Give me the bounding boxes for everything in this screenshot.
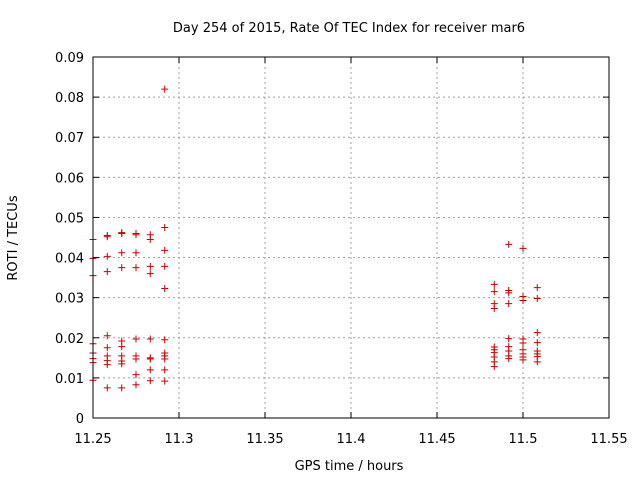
data-point [118,343,126,351]
data-point [132,371,140,379]
y-tick-label: 0.06 [55,171,84,186]
data-point [519,296,527,304]
data-point [103,332,111,340]
data-point [161,355,169,363]
data-point [490,304,498,312]
x-tick-label: 11.35 [246,432,283,447]
data-point [519,244,527,252]
data-point [146,377,154,385]
data-point [103,384,111,392]
data-point [161,262,169,270]
data-point [118,360,126,368]
data-point [146,335,154,343]
y-tick-label: 0.05 [55,211,84,226]
data-point [533,358,541,366]
data-point [519,339,527,347]
data-point [533,329,541,337]
x-tick-label: 11.5 [509,432,538,447]
y-tick-label: 0 [76,412,84,427]
data-point [490,280,498,288]
data-point [146,262,154,270]
y-tick-label: 0.03 [55,292,84,307]
data-point [161,223,169,231]
data-point [103,233,111,241]
y-tick-labels: 0 0.01 0.02 0.03 0.04 0.05 0.06 0.07 0.08 0.09 [55,51,84,427]
data-point [132,249,140,257]
x-tick-label: 11.55 [590,432,627,447]
data-point [161,377,169,385]
data-point [103,268,111,276]
chart-title: Day 254 of 2015, Rate Of TEC Index for r… [173,21,525,36]
x-tick-label: 11.3 [165,432,194,447]
x-tick-label: 11.45 [418,432,455,447]
data-point [533,284,541,292]
data-point [118,249,126,257]
data-point [161,336,169,344]
data-point [533,294,541,302]
data-point [519,356,527,364]
data-points [89,85,541,392]
data-point [103,344,111,352]
x-axis-label: GPS time / hours [295,459,404,474]
data-point [505,355,513,363]
plot-area-border [92,56,610,419]
y-tick-label: 0.08 [55,91,84,106]
data-point [490,288,498,296]
y-tick-label: 0.07 [55,131,84,146]
data-point [118,384,126,392]
y-tick-label: 0.04 [55,252,84,267]
data-point [505,335,513,343]
data-point [132,335,140,343]
data-point [505,240,513,248]
data-point [490,363,498,371]
y-axis-label: ROTI / TECUs [6,195,21,280]
data-point [161,366,169,374]
data-point [146,270,154,278]
x-tick-labels: 11.25 11.3 11.35 11.4 11.45 11.5 11.55 [74,432,627,447]
data-point [161,284,169,292]
data-point [118,229,126,237]
data-point [146,366,154,374]
data-point [132,381,140,389]
data-point [533,339,541,347]
x-tick-label: 11.4 [337,432,366,447]
data-point [161,246,169,254]
y-tick-label: 0.01 [55,372,84,387]
data-point [103,252,111,260]
data-point [146,355,154,363]
data-point [132,355,140,363]
y-tick-label: 0.02 [55,332,84,347]
data-point [132,264,140,272]
data-point [118,264,126,272]
data-point [505,300,513,308]
data-point [132,231,140,239]
data-point [161,85,169,93]
data-point [146,236,154,244]
data-point [103,361,111,369]
x-tick-label: 11.25 [74,432,111,447]
data-point [505,289,513,297]
y-tick-label: 0.09 [55,51,84,66]
